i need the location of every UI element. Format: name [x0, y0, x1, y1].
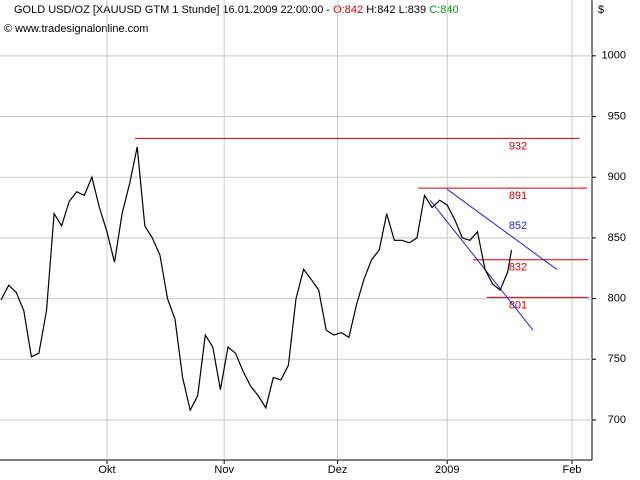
price-line — [0, 146, 513, 412]
y-tick-label: 750 — [608, 353, 626, 365]
trend-line — [429, 199, 534, 331]
header: GOLD USD/OZ [XAUUSD GTM 1 Stunde] 16.01.… — [14, 4, 330, 16]
y-tick-label: 950 — [608, 110, 626, 122]
high: H:842 — [366, 4, 395, 16]
level-label: 832 — [509, 262, 527, 274]
x-tick-label: Nov — [214, 464, 234, 476]
low: L:839 — [399, 4, 427, 16]
level-label: 932 — [509, 140, 527, 152]
y-axis-label: $ — [598, 4, 604, 16]
x-tick-label: Dez — [328, 464, 348, 476]
chart-title: GOLD USD/OZ [XAUUSD GTM 1 Stunde] 16.01.… — [14, 4, 459, 16]
y-tick-label: 850 — [608, 232, 626, 244]
level-label: 891 — [509, 190, 527, 202]
x-tick-label: Okt — [98, 464, 115, 476]
open: O:842 — [333, 4, 363, 16]
y-tick-label: 900 — [608, 171, 626, 183]
level-label: 801 — [509, 299, 527, 311]
close: C:840 — [429, 4, 458, 16]
x-tick-label: 2009 — [435, 464, 459, 476]
x-tick-label: Feb — [562, 464, 581, 476]
trend-line — [446, 188, 558, 270]
y-tick-label: 800 — [608, 292, 626, 304]
y-tick-label: 700 — [608, 414, 626, 426]
trend-label: 852 — [509, 220, 527, 232]
subtitle: © www.tradesignalonline.com — [4, 23, 148, 35]
y-tick-label: 1000 — [602, 50, 626, 62]
